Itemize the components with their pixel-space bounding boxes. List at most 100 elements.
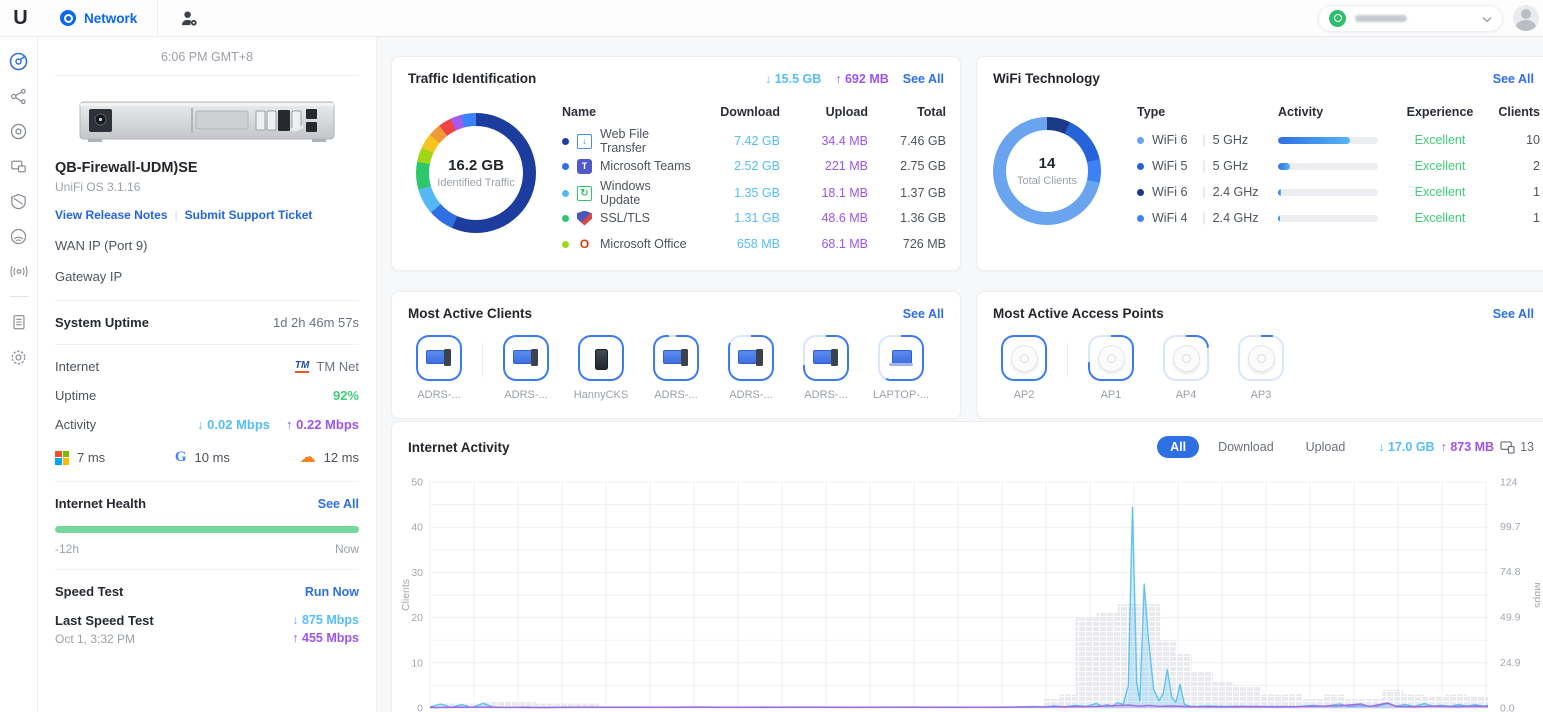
- sidebar-item-topology[interactable]: [5, 82, 33, 110]
- sidebar-item-settings[interactable]: [5, 343, 33, 371]
- wan-ip-label: WAN IP (Port 9): [55, 238, 148, 253]
- client-tile[interactable]: HannyCKS: [573, 335, 629, 401]
- divider: [55, 344, 359, 345]
- admins-button[interactable]: [158, 0, 221, 36]
- svg-text:30: 30: [411, 567, 423, 579]
- traffic-see-all-link[interactable]: See All: [902, 71, 944, 86]
- run-speed-test-button[interactable]: Run Now: [304, 584, 359, 599]
- filter-download[interactable]: Download: [1218, 440, 1274, 454]
- client-tile[interactable]: ADRS-...: [501, 335, 551, 401]
- health-see-all-link[interactable]: See All: [317, 496, 359, 511]
- wifi-row[interactable]: WiFi 4 2.4 GHz Excellent 1: [1137, 205, 1540, 231]
- svg-text:50: 50: [411, 477, 423, 489]
- user-avatar[interactable]: [1513, 5, 1539, 31]
- col-type: Type: [1137, 105, 1166, 119]
- activity-ring: [416, 335, 462, 381]
- svg-text:Mbps: Mbps: [1532, 582, 1540, 608]
- tab-network[interactable]: Network: [40, 0, 157, 36]
- activity-ring: [1001, 335, 1047, 381]
- client-tile[interactable]: LAPTOP-...: [872, 335, 930, 401]
- experience-value: Excellent: [1414, 133, 1466, 147]
- traffic-row[interactable]: Microsoft Office 658 MB 68.1 MB 726 MB: [562, 231, 946, 257]
- sidebar-item-devices[interactable]: [5, 117, 33, 145]
- access-point-icon: [1172, 344, 1200, 372]
- client-tile[interactable]: ADRS-...: [801, 335, 851, 401]
- ap-tile[interactable]: AP1: [1086, 335, 1136, 401]
- google-icon: G: [174, 449, 187, 465]
- client-device-icon: [595, 348, 608, 370]
- wifi-row[interactable]: WiFi 6 5 GHz Excellent 10: [1137, 127, 1540, 153]
- device-image: [55, 96, 359, 146]
- divider: [55, 481, 359, 482]
- ap-tile[interactable]: AP3: [1236, 335, 1286, 401]
- ubiquiti-logo[interactable]: U: [13, 6, 27, 29]
- app-upload: 18.1 MB: [821, 186, 868, 200]
- traffic-row[interactable]: Microsoft Teams 2.52 GB 221 MB 2.75 GB: [562, 153, 946, 179]
- divider: [55, 569, 359, 570]
- traffic-row[interactable]: Windows Update 1.35 GB 18.1 MB 1.37 GB: [562, 179, 946, 207]
- traffic-row[interactable]: Web File Transfer 7.42 GB 34.4 MB 7.46 G…: [562, 127, 946, 155]
- series-dot: [1137, 162, 1144, 170]
- icon-rail: [0, 37, 38, 712]
- sidebar-item-clients[interactable]: [5, 152, 33, 180]
- site-selector[interactable]: [1318, 4, 1503, 32]
- client-name: ADRS-...: [504, 389, 548, 401]
- internet-activity-chart: 0 10 20 30 40 50 0.0 24.9 49.9 74.8 99.7 124 Clients…: [400, 477, 1540, 712]
- app-name: Microsoft Office: [600, 237, 687, 251]
- most-active-aps-card: Most Active Access Points See All AP2 AP…: [976, 291, 1543, 419]
- client-name: HannyCKS: [573, 389, 629, 401]
- aps-see-all-link[interactable]: See All: [1492, 306, 1534, 321]
- total-clients-value: 14: [1038, 155, 1056, 172]
- series-dot: [1137, 188, 1144, 196]
- client-tile[interactable]: ADRS-...: [726, 335, 776, 401]
- internet-activity-title: Internet Activity: [408, 439, 510, 455]
- ap-tiles: AP2 AP1 AP4 AP3: [977, 321, 1543, 401]
- activity-ring: [1088, 335, 1134, 381]
- ap-tile[interactable]: AP4: [1161, 335, 1211, 401]
- client-name: ADRS-...: [654, 389, 698, 401]
- app-download: 1.31 GB: [734, 211, 780, 225]
- client-tile[interactable]: ADRS-...: [651, 335, 701, 401]
- client-name: ADRS-...: [729, 389, 773, 401]
- sidebar-item-wifiman[interactable]: [5, 222, 33, 250]
- ap-tile[interactable]: AP2: [999, 335, 1068, 401]
- app-icon: [577, 158, 592, 174]
- activity-ring: [878, 335, 924, 381]
- wifi-row[interactable]: WiFi 5 5 GHz Excellent 2: [1137, 153, 1540, 179]
- activity-ring: [578, 335, 624, 381]
- dashboard-icon: [9, 52, 28, 70]
- filter-upload[interactable]: Upload: [1305, 440, 1346, 454]
- series-dot: [562, 137, 569, 145]
- app-icon: [577, 185, 592, 201]
- col-clients: Clients: [1498, 105, 1540, 119]
- client-name: ADRS-...: [804, 389, 848, 401]
- app-download: 658 MB: [736, 237, 780, 251]
- wifi-technology-card: WiFi Technology See All 14 Total Clients…: [976, 56, 1543, 271]
- col-experience: Experience: [1406, 105, 1474, 119]
- filter-all[interactable]: All: [1157, 436, 1200, 458]
- sidebar-item-radios[interactable]: [5, 257, 33, 285]
- client-name: LAPTOP-...: [872, 389, 930, 401]
- app-icon: [577, 237, 592, 252]
- traffic-row[interactable]: SSL/TLS 1.31 GB 48.6 MB 1.36 GB: [562, 205, 946, 231]
- client-tile[interactable]: ADRS-...: [414, 335, 483, 401]
- link-separator: |: [174, 208, 178, 222]
- activity-upload: 0.22 Mbps: [286, 417, 359, 432]
- clients-count: 2: [1533, 159, 1540, 173]
- client-device-icon: [663, 348, 689, 368]
- activity-bar: [1278, 214, 1378, 222]
- series-dot: [562, 162, 569, 170]
- sidebar-item-system-log[interactable]: [5, 308, 33, 336]
- app-total: 726 MB: [902, 237, 946, 251]
- wifi-row[interactable]: WiFi 6 2.4 GHz Excellent 1: [1137, 179, 1540, 205]
- clients-see-all-link[interactable]: See All: [902, 306, 944, 321]
- wifi-type: WiFi 4: [1152, 211, 1188, 225]
- wifi-see-all-link[interactable]: See All: [1492, 71, 1534, 86]
- sidebar-item-insights[interactable]: [5, 187, 33, 215]
- svg-text:74.8: 74.8: [1500, 566, 1521, 578]
- rail-divider: [9, 296, 28, 297]
- submit-support-ticket-link[interactable]: Submit Support Ticket: [184, 208, 313, 222]
- sidebar-item-dashboard[interactable]: [5, 47, 33, 75]
- svg-text:49.9: 49.9: [1500, 612, 1521, 624]
- view-release-notes-link[interactable]: View Release Notes: [55, 208, 168, 222]
